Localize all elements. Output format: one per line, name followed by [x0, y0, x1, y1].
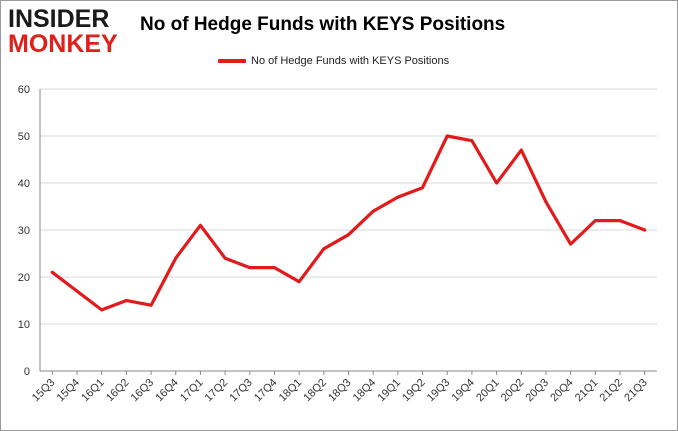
data-point — [75, 289, 79, 293]
x-tick-label: 17Q4 — [252, 377, 280, 405]
x-tick-label: 18Q2 — [301, 377, 329, 405]
insider-monkey-logo: INSIDER MONKEY — [8, 6, 130, 58]
x-tick-label: 21Q3 — [622, 377, 650, 405]
data-point — [396, 195, 400, 199]
data-point — [495, 181, 498, 185]
x-tick-label: 15Q3 — [30, 377, 58, 405]
x-tick-label: 20Q4 — [548, 377, 576, 405]
data-point — [421, 186, 424, 190]
data-point — [593, 219, 597, 223]
y-tick-label: 60 — [18, 84, 30, 96]
x-tick-label: 17Q2 — [203, 377, 231, 405]
x-tick-label: 20Q1 — [474, 377, 502, 405]
x-tick-label: 20Q2 — [499, 377, 527, 405]
data-point — [297, 280, 301, 284]
legend-swatch — [218, 59, 246, 63]
y-tick-label: 0 — [24, 366, 30, 378]
data-point — [470, 139, 474, 143]
y-tick-label: 30 — [18, 225, 30, 237]
data-point — [223, 256, 227, 260]
data-point — [174, 256, 178, 260]
data-point — [519, 148, 523, 152]
data-point — [618, 219, 622, 223]
legend-label: No of Hedge Funds with KEYS Positions — [251, 55, 450, 67]
x-tick-label: 19Q1 — [375, 377, 403, 405]
x-tick-label: 16Q4 — [153, 377, 181, 405]
data-point — [50, 270, 54, 274]
x-tick-label: 18Q3 — [326, 377, 354, 405]
logo-text-insider: INSIDER — [8, 5, 110, 33]
data-point — [248, 266, 252, 269]
x-tick-label: 17Q1 — [178, 377, 206, 405]
data-point — [643, 228, 647, 232]
data-point — [199, 223, 202, 227]
x-tick-label: 19Q4 — [449, 377, 477, 405]
data-point — [347, 233, 350, 237]
y-tick-label: 20 — [18, 272, 30, 284]
x-tick-label: 16Q1 — [79, 377, 107, 405]
x-tick-label: 17Q3 — [227, 377, 255, 405]
series-line — [50, 134, 647, 312]
x-tick-label: 15Q4 — [55, 377, 83, 405]
x-tick-label: 21Q2 — [598, 377, 626, 405]
x-tick-label: 19Q3 — [425, 377, 453, 405]
x-tick-label: 16Q2 — [104, 377, 132, 405]
data-point — [273, 266, 276, 269]
x-tick-label: 18Q4 — [351, 377, 379, 405]
x-tick-label: 16Q3 — [129, 377, 157, 405]
data-point — [445, 134, 449, 138]
chart-legend: No of Hedge Funds with KEYS Positions — [218, 52, 449, 70]
data-point — [544, 200, 548, 204]
y-tick-label: 40 — [18, 178, 30, 190]
data-point — [322, 247, 326, 251]
x-tick-label: 19Q2 — [400, 377, 428, 405]
x-tick-label: 21Q1 — [573, 377, 601, 405]
y-tick-label: 10 — [18, 319, 30, 331]
data-point — [371, 209, 375, 213]
x-tick-label: 20Q3 — [524, 377, 552, 405]
data-point — [100, 308, 104, 312]
y-tick-label: 50 — [18, 131, 30, 143]
logo-text-monkey: MONKEY — [8, 30, 118, 58]
data-point — [569, 242, 573, 246]
chart-title: No of Hedge Funds with KEYS Positions — [140, 14, 506, 35]
data-point — [149, 303, 153, 307]
x-tick-label: 18Q1 — [277, 377, 305, 405]
data-point — [124, 299, 128, 302]
